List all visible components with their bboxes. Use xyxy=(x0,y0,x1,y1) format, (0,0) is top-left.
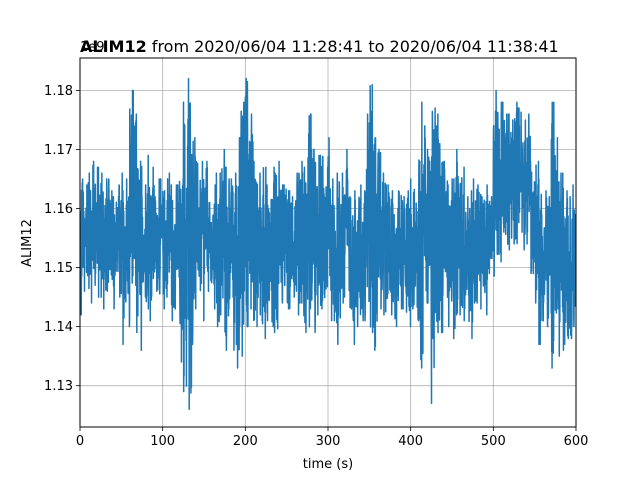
x-axis: 0 100 200 300 400 500 600 xyxy=(76,427,589,449)
x-tick-label: 0 xyxy=(76,434,84,449)
x-tick-label: 500 xyxy=(481,434,506,449)
x-axis-label: time (s) xyxy=(303,457,353,472)
y-offset-label: 1e9 xyxy=(80,40,105,55)
y-tick-label: 1.13 xyxy=(44,379,73,394)
y-tick-label: 1.17 xyxy=(44,143,73,158)
y-tick-label: 1.16 xyxy=(44,202,73,217)
y-axis: 1.13 1.14 1.15 1.16 1.17 1.18 xyxy=(44,84,80,394)
x-tick-label: 400 xyxy=(398,434,423,449)
x-tick-label: 100 xyxy=(150,434,175,449)
chart-title-rest: from 2020/06/04 11:28:41 to 2020/06/04 1… xyxy=(147,37,559,56)
series-line xyxy=(80,77,576,411)
series-layer xyxy=(80,77,576,411)
x-tick-label: 300 xyxy=(316,434,341,449)
y-tick-label: 1.15 xyxy=(44,261,73,276)
y-axis-label: ALIM12 xyxy=(20,219,35,267)
y-tick-label: 1.18 xyxy=(44,84,73,99)
chart-title-bold: ALIM12 xyxy=(80,37,147,56)
y-tick-label: 1.14 xyxy=(44,320,73,335)
x-tick-label: 600 xyxy=(564,434,589,449)
chart-title: ALIM12 from 2020/06/04 11:28:41 to 2020/… xyxy=(80,37,559,56)
x-tick-label: 200 xyxy=(233,434,258,449)
